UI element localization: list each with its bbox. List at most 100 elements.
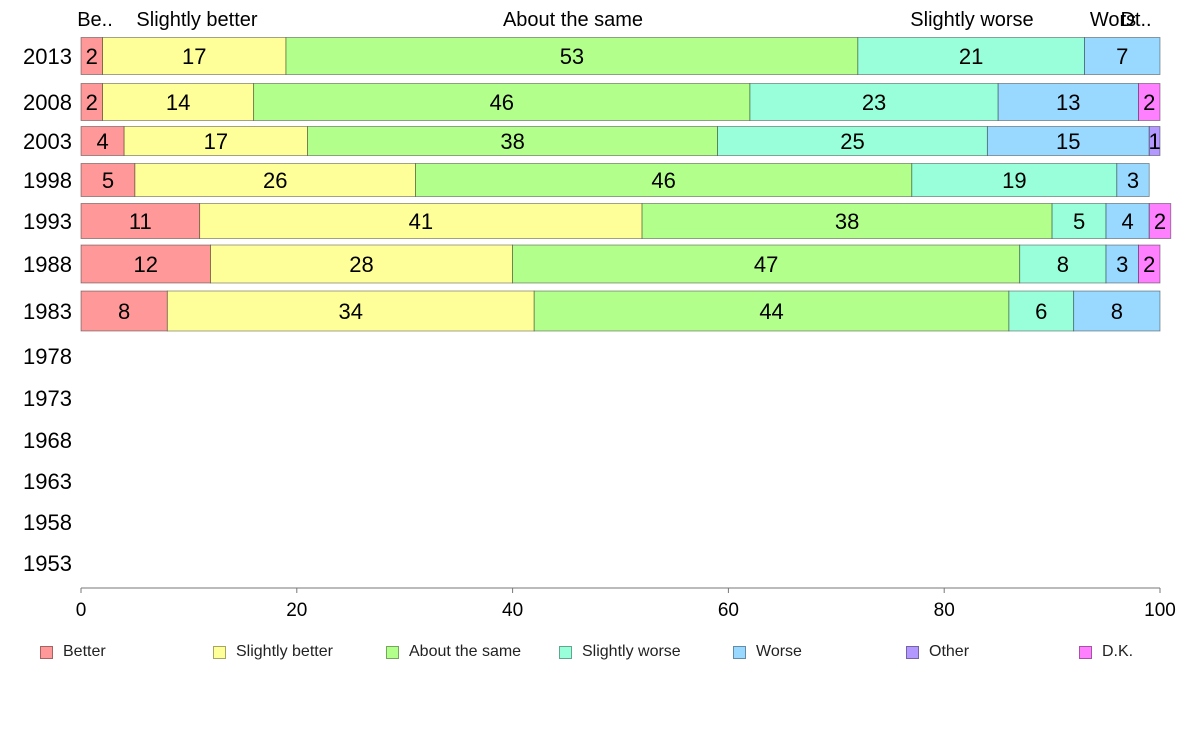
category-label: 1993 — [23, 209, 72, 234]
bar-segment — [641, 203, 1053, 239]
category-label: 1963 — [23, 469, 72, 494]
bar-segment — [533, 290, 1010, 332]
segment-header-label: Be.. — [77, 9, 113, 31]
bar-data-label: 14 — [166, 90, 190, 115]
legend-item: Slightly worse — [559, 643, 681, 661]
legend-label: About the same — [409, 643, 522, 660]
bar-data-label: 8 — [1111, 299, 1123, 324]
bar-data-label: 47 — [754, 252, 778, 277]
bar-data-label: 2 — [1154, 209, 1166, 234]
bar-segment — [80, 163, 136, 197]
category-label: 1998 — [23, 168, 72, 193]
bar-data-label: 4 — [1122, 209, 1134, 234]
bar-data-label: 44 — [759, 299, 783, 324]
bar-segment — [80, 126, 125, 156]
bar-data-label: 34 — [339, 299, 363, 324]
legend-item: Worse — [733, 643, 802, 661]
bar-segment — [1051, 203, 1107, 239]
category-label: 2008 — [23, 90, 72, 115]
bar-segment — [857, 37, 1085, 75]
bar-segment — [199, 203, 643, 239]
category-label: 1953 — [23, 551, 72, 576]
bar-data-label: 13 — [1056, 90, 1080, 115]
bar-segment — [1105, 244, 1139, 284]
segment-header-label: About the same — [503, 9, 643, 31]
category-label: 2013 — [23, 44, 72, 69]
chart-legend: Better Slightly better About the same Sligh… — [40, 643, 1180, 663]
bar-data-label: 5 — [1073, 209, 1085, 234]
legend-swatch — [213, 645, 226, 659]
bar-data-label: 25 — [840, 129, 864, 154]
category-label: 1958 — [23, 510, 72, 535]
bar-data-label: 26 — [263, 168, 287, 193]
bar-data-label: 17 — [182, 44, 206, 69]
bar-segment — [102, 83, 255, 121]
bar-segment — [80, 244, 211, 284]
legend-swatch — [906, 645, 919, 659]
bar-segment — [749, 83, 999, 121]
legend-label: Worse — [756, 643, 802, 660]
segment-header-label: Dt.. — [1120, 9, 1151, 31]
bar-segment — [1084, 37, 1161, 75]
legend-label: Slightly better — [236, 643, 333, 660]
bar-data-label: 53 — [560, 44, 584, 69]
x-axis-tick-label: 60 — [718, 600, 739, 621]
bar-data-label: 19 — [1002, 168, 1026, 193]
legend-label: D.K. — [1102, 643, 1134, 660]
bar-data-label: 6 — [1035, 299, 1047, 324]
bar-data-label: 28 — [349, 252, 373, 277]
legend-swatch — [733, 645, 746, 659]
bar-data-label: 38 — [835, 209, 859, 234]
bar-segment — [1138, 244, 1161, 284]
legend-swatch — [386, 645, 399, 659]
bar-data-label: 2 — [1143, 90, 1155, 115]
legend-label: Slightly worse — [582, 643, 681, 660]
bar-data-label: 7 — [1116, 44, 1128, 69]
bar-data-label: 46 — [490, 90, 514, 115]
bar-data-label: 11 — [129, 209, 152, 234]
bar-segment — [1019, 244, 1107, 284]
x-axis-tick-label: 40 — [502, 600, 523, 621]
bar-segment — [134, 163, 416, 197]
bar-data-label: 15 — [1056, 129, 1080, 154]
bar-segment — [997, 83, 1139, 121]
legend-item: About the same — [386, 643, 521, 661]
category-label: 1978 — [23, 344, 72, 369]
bar-data-label: 8 — [118, 299, 130, 324]
bar-segment — [285, 37, 859, 75]
bar-data-label: 38 — [500, 129, 524, 154]
bar-segment — [253, 83, 751, 121]
legend-item: Slightly better — [213, 643, 333, 661]
bar-segment — [210, 244, 513, 284]
bar-segment — [986, 126, 1150, 156]
bar-data-label: 4 — [96, 129, 108, 154]
category-label: 1983 — [23, 299, 72, 324]
bar-segment — [307, 126, 719, 156]
bar-data-label: 46 — [651, 168, 675, 193]
bar-data-label: 3 — [1127, 168, 1139, 193]
legend-swatch — [1079, 645, 1092, 659]
bar-segment — [1073, 290, 1161, 332]
category-label: 1968 — [23, 428, 72, 453]
legend-label: Other — [929, 643, 970, 660]
bar-data-label: 3 — [1116, 252, 1128, 277]
bar-data-label: 21 — [959, 44, 983, 69]
bar-data-label: 17 — [204, 129, 228, 154]
bar-data-label: 1 — [1148, 129, 1160, 154]
legend-swatch — [559, 645, 572, 659]
bar-data-label: 8 — [1057, 252, 1069, 277]
legend-item: Other — [906, 643, 969, 661]
legend-item: D.K. — [1079, 643, 1133, 661]
segment-header-label: Slightly better — [136, 9, 258, 31]
legend-item: Better — [40, 643, 106, 661]
segment-header-label: Slightly worse — [910, 9, 1033, 31]
bar-segment — [123, 126, 308, 156]
bar-data-label: 23 — [862, 90, 886, 115]
bar-segment — [1116, 163, 1150, 197]
bar-data-label: 12 — [133, 252, 157, 277]
bar-segment — [1148, 126, 1161, 156]
x-axis-tick-label: 20 — [286, 600, 307, 621]
bar-segment — [80, 203, 201, 239]
segment-header-label: Wors — [1090, 9, 1136, 31]
